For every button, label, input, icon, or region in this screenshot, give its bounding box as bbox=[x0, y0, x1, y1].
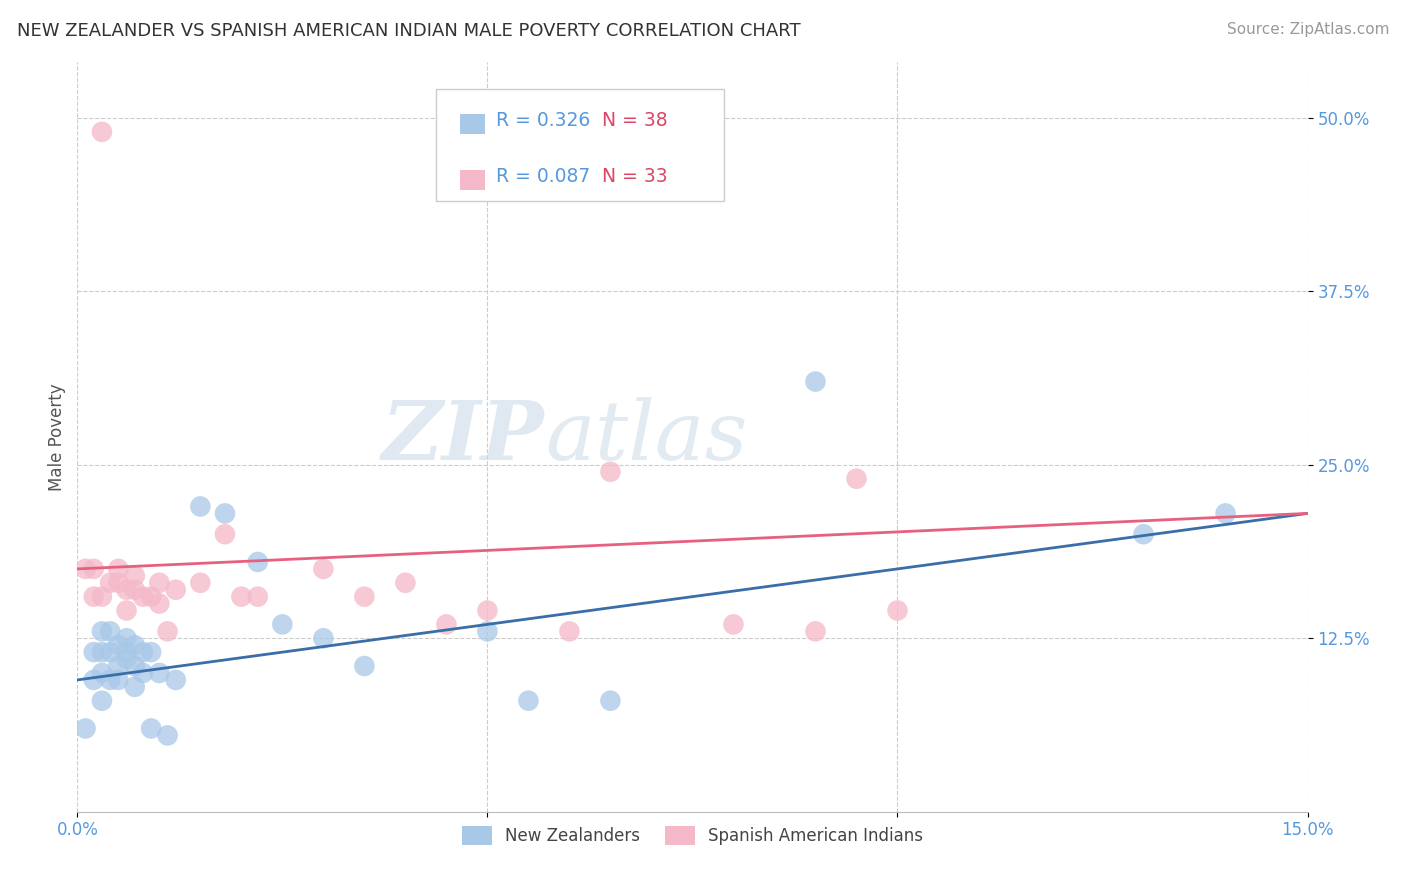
Point bbox=[148, 575, 170, 590]
Point bbox=[98, 624, 121, 639]
Point bbox=[141, 722, 163, 736]
Point bbox=[107, 673, 129, 687]
Point bbox=[271, 617, 294, 632]
Point bbox=[83, 645, 105, 659]
Point bbox=[90, 125, 114, 139]
Text: R = 0.326: R = 0.326 bbox=[496, 111, 591, 130]
Point bbox=[246, 555, 269, 569]
Point bbox=[75, 562, 97, 576]
Point bbox=[98, 575, 121, 590]
Point bbox=[165, 582, 187, 597]
Legend: New Zealanders, Spanish American Indians: New Zealanders, Spanish American Indians bbox=[456, 820, 929, 852]
Point bbox=[312, 562, 335, 576]
Point bbox=[115, 582, 138, 597]
Point bbox=[132, 590, 155, 604]
Point bbox=[90, 694, 114, 708]
Point bbox=[107, 659, 129, 673]
Text: NEW ZEALANDER VS SPANISH AMERICAN INDIAN MALE POVERTY CORRELATION CHART: NEW ZEALANDER VS SPANISH AMERICAN INDIAN… bbox=[17, 22, 800, 40]
Text: N = 33: N = 33 bbox=[602, 167, 668, 186]
Point bbox=[1215, 507, 1237, 521]
Point bbox=[115, 652, 138, 666]
Point bbox=[188, 500, 212, 514]
Point bbox=[90, 665, 114, 680]
Point bbox=[132, 665, 155, 680]
Point bbox=[124, 659, 146, 673]
Text: R = 0.087: R = 0.087 bbox=[496, 167, 591, 186]
Point bbox=[394, 575, 416, 590]
Point bbox=[599, 694, 621, 708]
Point bbox=[148, 665, 170, 680]
Point bbox=[477, 624, 499, 639]
Point bbox=[83, 590, 105, 604]
Point bbox=[115, 645, 138, 659]
Point bbox=[148, 597, 170, 611]
Point bbox=[804, 375, 827, 389]
Point bbox=[124, 680, 146, 694]
Point bbox=[599, 465, 621, 479]
Point bbox=[83, 673, 105, 687]
Point bbox=[115, 632, 138, 646]
Point bbox=[231, 590, 253, 604]
Point bbox=[436, 617, 458, 632]
Point bbox=[90, 645, 114, 659]
Text: Source: ZipAtlas.com: Source: ZipAtlas.com bbox=[1226, 22, 1389, 37]
Point bbox=[124, 582, 146, 597]
Point bbox=[188, 575, 212, 590]
Point bbox=[90, 590, 114, 604]
Point bbox=[477, 603, 499, 617]
Point bbox=[214, 527, 236, 541]
Point bbox=[107, 575, 129, 590]
Point bbox=[107, 638, 129, 652]
Point bbox=[115, 603, 138, 617]
Point bbox=[246, 590, 269, 604]
Point bbox=[83, 562, 105, 576]
Point bbox=[124, 638, 146, 652]
Point bbox=[558, 624, 581, 639]
Point bbox=[98, 673, 121, 687]
Point bbox=[90, 624, 114, 639]
Text: atlas: atlas bbox=[546, 397, 747, 477]
Point bbox=[141, 590, 163, 604]
Point bbox=[98, 645, 121, 659]
Point bbox=[165, 673, 187, 687]
Point bbox=[353, 659, 375, 673]
Point bbox=[1132, 527, 1154, 541]
Point bbox=[141, 645, 163, 659]
Point bbox=[156, 624, 179, 639]
Y-axis label: Male Poverty: Male Poverty bbox=[48, 384, 66, 491]
Point bbox=[107, 562, 129, 576]
Point bbox=[886, 603, 908, 617]
Point bbox=[124, 569, 146, 583]
Point bbox=[156, 728, 179, 742]
Point bbox=[312, 632, 335, 646]
Text: N = 38: N = 38 bbox=[602, 111, 668, 130]
Point bbox=[804, 624, 827, 639]
Point bbox=[353, 590, 375, 604]
Point bbox=[132, 645, 155, 659]
Point bbox=[845, 472, 868, 486]
Point bbox=[75, 722, 97, 736]
Point bbox=[214, 507, 236, 521]
Point bbox=[517, 694, 540, 708]
Point bbox=[723, 617, 745, 632]
Text: ZIP: ZIP bbox=[382, 397, 546, 477]
